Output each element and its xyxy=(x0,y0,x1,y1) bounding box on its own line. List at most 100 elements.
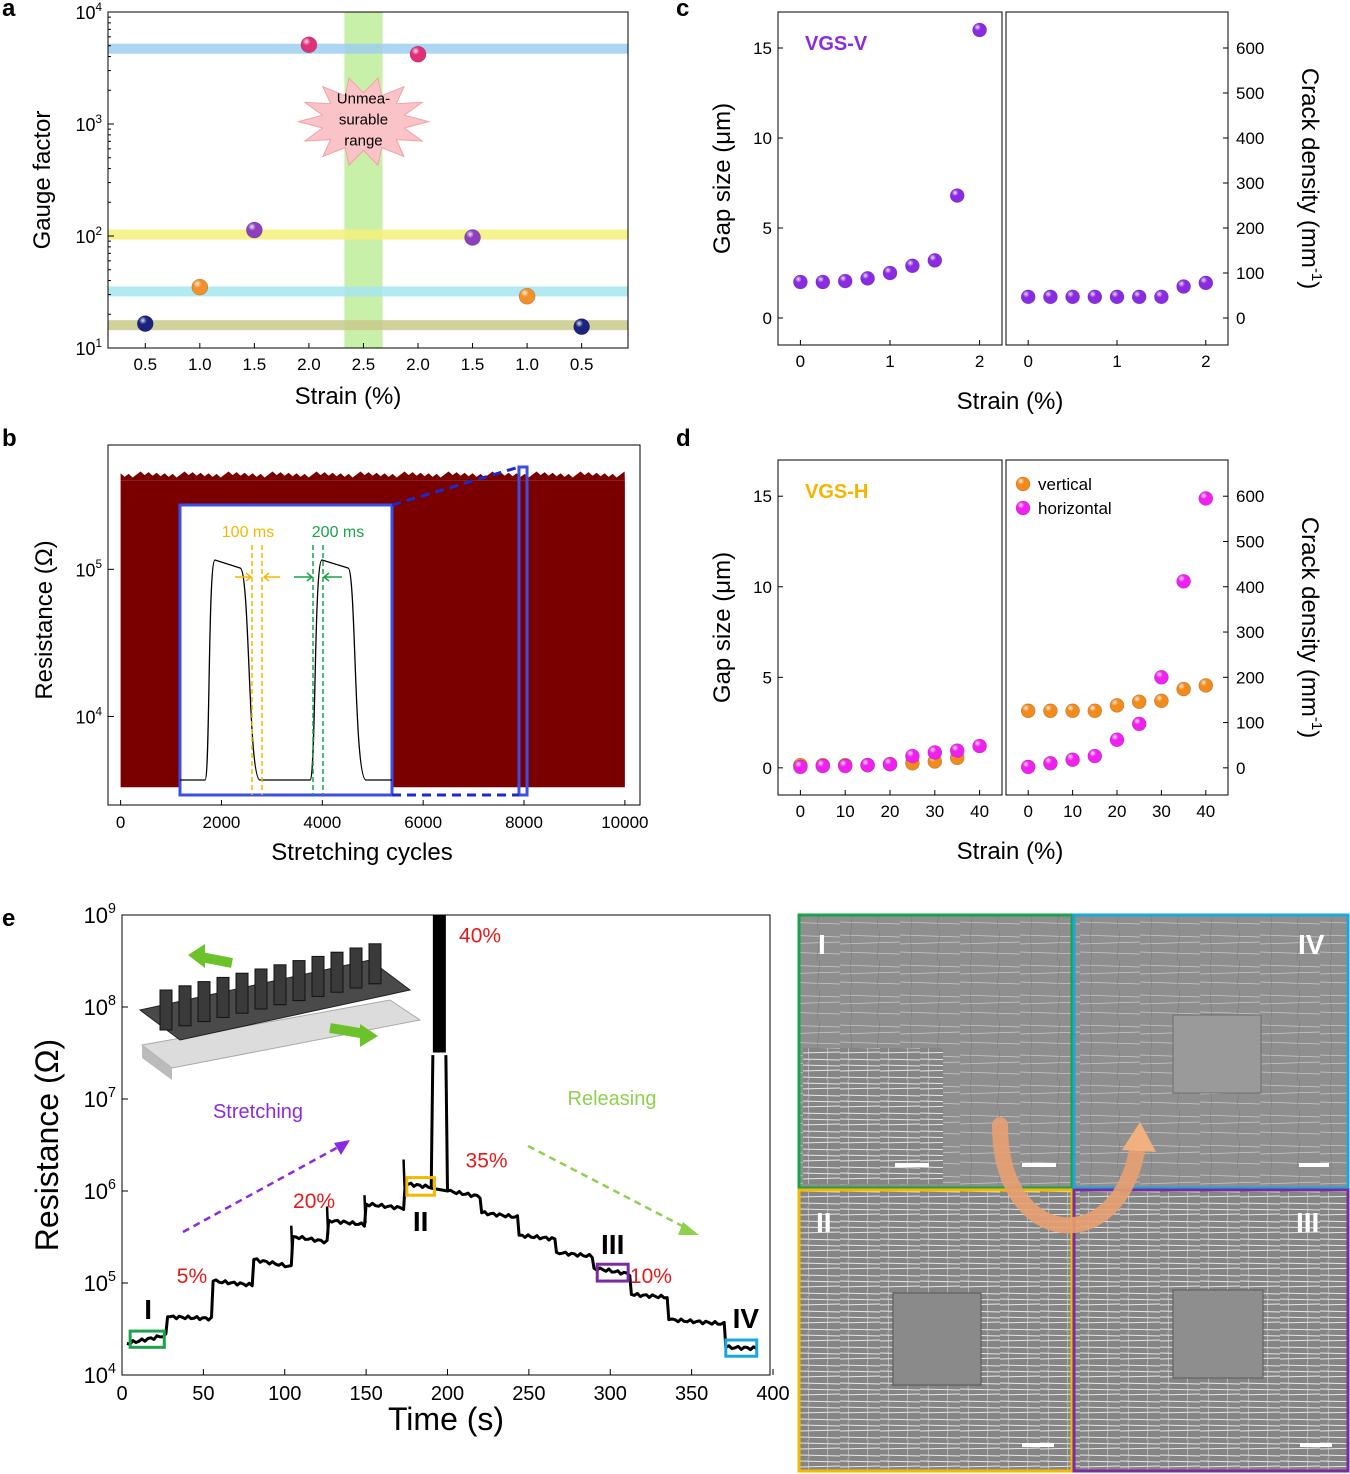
strain-label: 35% xyxy=(466,1150,508,1173)
schematic-substrate-edge xyxy=(142,1045,172,1080)
right-point-crack-highlight xyxy=(1176,279,1191,294)
left-x-tick-label: 40 xyxy=(970,802,989,821)
reference-line-1 xyxy=(108,229,628,240)
transient-spike xyxy=(363,1195,367,1224)
inset-label-100ms: 100 ms xyxy=(222,524,274,541)
y-tick-label-exponent: 6 xyxy=(108,1177,116,1193)
left-x-tick-label: 30 xyxy=(925,802,944,821)
strain-label: 20% xyxy=(293,1190,335,1213)
region-box-II xyxy=(405,1176,436,1197)
plot-frame xyxy=(121,914,771,1376)
unmeasurable-label-line: range xyxy=(344,133,382,150)
gauge-point-2-highlight xyxy=(246,222,263,239)
unmeasurable-label-line: Unmea- xyxy=(337,91,390,108)
right-y-tick-label: 100 xyxy=(1236,714,1264,733)
right-y-axis-title-part: -1 xyxy=(1308,268,1325,281)
left-point-gap-highlight xyxy=(815,275,830,289)
x-tick-label: 6000 xyxy=(404,813,442,832)
plot-frame xyxy=(107,11,629,349)
schematic-pillar xyxy=(159,989,173,1031)
left-y-tick-label: 5 xyxy=(763,219,772,238)
schematic-pillar xyxy=(197,981,211,1023)
right-point-horizontal-highlight xyxy=(1065,752,1080,767)
sem-sequence-arrow xyxy=(992,1117,1146,1234)
right-y-axis-title-part: Crack density (mm xyxy=(1296,517,1323,717)
x-tick-label: 2000 xyxy=(203,813,241,832)
legend-label: vertical xyxy=(1038,475,1092,494)
left-frame xyxy=(777,11,1003,346)
gauge-point-7-highlight xyxy=(573,318,590,335)
y-axis-title: Resistance (Ω) xyxy=(29,1039,65,1251)
y-tick-label: 104 xyxy=(84,1361,116,1388)
y-tick-label: 109 xyxy=(84,901,116,928)
y-tick-label-base: 10 xyxy=(75,227,95,247)
panel-label-a: a xyxy=(2,0,16,22)
right-point-vertical-highlight xyxy=(1043,703,1058,718)
right-y-tick-label: 100 xyxy=(1236,264,1264,283)
left-point-gap-highlight xyxy=(860,271,875,286)
reference-line-2 xyxy=(108,286,628,297)
x-tick-label: 2.0 xyxy=(297,355,321,374)
y-tick-label-base: 10 xyxy=(84,903,108,928)
sem-sequence-arrowhead xyxy=(1122,1122,1156,1152)
x-tick-label: 250 xyxy=(512,1383,545,1405)
region-label-III: III xyxy=(601,1229,624,1260)
unmeasurable-burst xyxy=(296,77,431,167)
right-point-vertical-highlight xyxy=(1021,703,1036,718)
panel-e-resistance-time-chart: IIIIIIIV5%20%35%40%10%StretchingReleasin… xyxy=(29,901,790,1437)
y-tick-label-exponent: 1 xyxy=(95,337,102,350)
peak-fall xyxy=(444,1055,449,1192)
right-point-vertical-highlight xyxy=(1087,703,1102,718)
y-tick-label-exponent: 4 xyxy=(95,1,102,14)
y-tick-label-exponent: 8 xyxy=(108,993,116,1009)
stretching-arrow xyxy=(182,1143,343,1234)
legend-label: horizontal xyxy=(1038,499,1112,518)
panel-label-c: c xyxy=(676,0,689,22)
left-point-gap-highlight xyxy=(972,23,987,37)
right-x-tick-label: 10 xyxy=(1063,802,1082,821)
y-tick-label: 102 xyxy=(75,225,102,247)
left-point-gap-highlight xyxy=(905,258,920,273)
inset-arrows-100ms xyxy=(235,572,280,582)
y-tick-label-exponent: 5 xyxy=(95,558,102,571)
schematic-pillar xyxy=(273,964,287,1006)
left-x-tick-label: 1 xyxy=(885,352,894,371)
right-point-crack-highlight xyxy=(1065,289,1080,304)
x-tick-label: 0.5 xyxy=(133,355,157,374)
right-y-tick-label: 200 xyxy=(1236,668,1264,687)
left-y-tick-label: 10 xyxy=(753,129,772,148)
right-point-horizontal-highlight xyxy=(1132,716,1147,731)
right-y-tick-label: 500 xyxy=(1236,532,1264,551)
right-point-vertical-highlight xyxy=(1176,682,1191,697)
right-point-vertical-highlight xyxy=(1132,694,1147,709)
inset-waveform xyxy=(180,559,392,781)
x-axis-title: Strain (%) xyxy=(957,388,1064,415)
left-point-horizontal-highlight xyxy=(972,739,987,754)
inset-frame xyxy=(178,503,394,797)
zoom-window xyxy=(517,465,529,797)
y-tick-label-base: 10 xyxy=(75,560,95,580)
x-tick-label: 400 xyxy=(756,1383,789,1405)
right-point-horizontal-highlight xyxy=(1154,670,1169,685)
schematic-arrowhead-left xyxy=(188,944,205,968)
right-point-vertical-highlight xyxy=(1154,693,1169,708)
right-y-tick-label: 0 xyxy=(1236,759,1245,778)
strain-label: 40% xyxy=(459,925,501,948)
region-label-II: II xyxy=(413,1206,429,1237)
x-tick-label: 200 xyxy=(431,1383,464,1405)
left-point-gap-highlight xyxy=(838,274,853,289)
y-tick-label: 101 xyxy=(75,337,102,359)
sem-label-III: III xyxy=(1296,1207,1319,1238)
y-tick-label-base: 10 xyxy=(75,3,95,23)
releasing-arrow xyxy=(527,1144,691,1232)
x-tick-label: 2.0 xyxy=(406,355,430,374)
sem-label-IV: IV xyxy=(1298,929,1325,960)
schematic-pillar xyxy=(349,947,363,989)
right-point-horizontal-highlight xyxy=(1198,491,1213,506)
right-y-tick-label: 400 xyxy=(1236,578,1264,597)
stretching-arrowhead xyxy=(334,1140,350,1155)
left-x-tick-label: 0 xyxy=(796,352,805,371)
left-point-gap-highlight xyxy=(883,266,897,280)
panel-title: VGS-H xyxy=(805,481,868,503)
